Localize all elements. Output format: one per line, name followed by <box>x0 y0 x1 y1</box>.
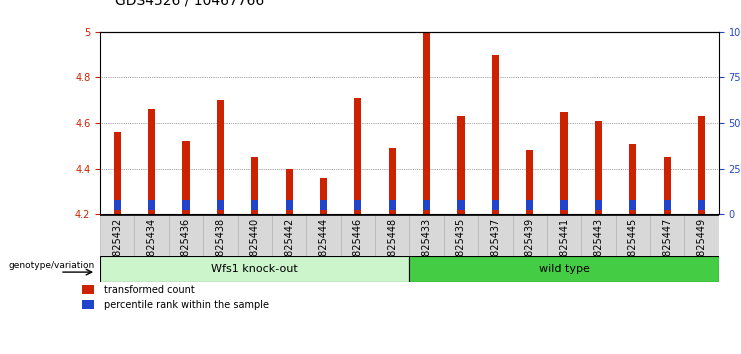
Bar <box>238 215 272 256</box>
Text: GSM825434: GSM825434 <box>147 218 156 277</box>
Text: GSM825432: GSM825432 <box>112 218 122 278</box>
Bar <box>354 98 362 214</box>
Bar <box>169 215 203 256</box>
Bar <box>560 112 568 214</box>
Bar <box>492 55 499 214</box>
Text: GSM825445: GSM825445 <box>628 218 638 278</box>
Bar <box>148 200 155 210</box>
Bar <box>650 215 685 256</box>
Bar <box>182 200 190 210</box>
Bar <box>423 32 431 214</box>
Text: GSM825441: GSM825441 <box>559 218 569 277</box>
Text: transformed count: transformed count <box>104 285 195 295</box>
Bar <box>113 132 121 214</box>
Bar <box>547 215 581 256</box>
Text: GSM825437: GSM825437 <box>491 218 500 278</box>
Bar <box>698 116 705 214</box>
Text: percentile rank within the sample: percentile rank within the sample <box>104 300 269 310</box>
Bar <box>100 256 409 282</box>
Bar <box>409 256 719 282</box>
Bar <box>664 200 671 210</box>
Bar <box>134 215 169 256</box>
Text: GSM825446: GSM825446 <box>353 218 363 277</box>
Bar <box>251 200 259 210</box>
Bar <box>82 301 94 309</box>
Bar <box>182 141 190 214</box>
Text: Wfs1 knock-out: Wfs1 knock-out <box>211 264 298 274</box>
Text: GSM825444: GSM825444 <box>319 218 328 277</box>
Bar <box>388 148 396 214</box>
Text: GSM825440: GSM825440 <box>250 218 259 277</box>
Bar <box>457 116 465 214</box>
Bar <box>409 215 444 256</box>
Bar <box>375 215 409 256</box>
Text: GSM825447: GSM825447 <box>662 218 672 278</box>
Bar <box>595 200 602 210</box>
Bar <box>306 215 341 256</box>
Text: GSM825439: GSM825439 <box>525 218 535 277</box>
Bar <box>285 200 293 210</box>
Bar <box>285 169 293 214</box>
Text: GSM825448: GSM825448 <box>388 218 397 277</box>
Bar <box>616 215 650 256</box>
Bar <box>320 178 327 214</box>
Bar <box>581 215 616 256</box>
Bar <box>629 200 637 210</box>
Bar <box>388 200 396 210</box>
Bar <box>526 150 534 214</box>
Text: wild type: wild type <box>539 264 590 274</box>
Text: genotype/variation: genotype/variation <box>8 261 94 270</box>
Bar <box>595 121 602 214</box>
Bar <box>629 143 637 214</box>
Bar <box>113 200 121 210</box>
Bar <box>560 200 568 210</box>
Bar <box>203 215 238 256</box>
Bar <box>526 200 534 210</box>
Bar <box>685 215 719 256</box>
Text: GSM825449: GSM825449 <box>697 218 707 277</box>
Bar <box>513 215 547 256</box>
Bar <box>478 215 513 256</box>
Bar <box>492 200 499 210</box>
Bar <box>82 285 94 295</box>
Bar <box>251 157 259 214</box>
Bar <box>354 200 362 210</box>
Text: GSM825433: GSM825433 <box>422 218 431 277</box>
Bar <box>217 200 224 210</box>
Bar <box>423 200 431 210</box>
Bar <box>698 200 705 210</box>
Text: GDS4526 / 10467766: GDS4526 / 10467766 <box>115 0 264 7</box>
Bar <box>100 215 134 256</box>
Text: GSM825442: GSM825442 <box>284 218 294 278</box>
Bar <box>320 200 327 210</box>
Bar <box>341 215 375 256</box>
Text: GSM825435: GSM825435 <box>456 218 466 278</box>
Text: GSM825436: GSM825436 <box>181 218 191 277</box>
Text: GSM825443: GSM825443 <box>594 218 603 277</box>
Text: GSM825438: GSM825438 <box>216 218 225 277</box>
Bar <box>444 215 478 256</box>
Bar <box>272 215 306 256</box>
Bar <box>148 109 155 214</box>
Bar <box>664 157 671 214</box>
Bar <box>217 100 224 214</box>
Bar <box>457 200 465 210</box>
